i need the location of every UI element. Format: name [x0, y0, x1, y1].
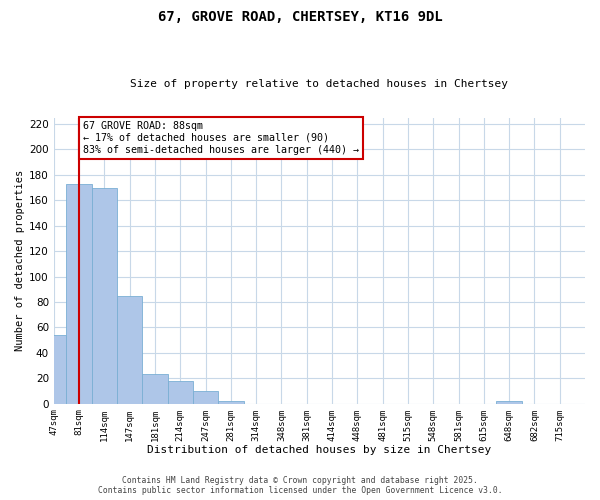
Text: Contains HM Land Registry data © Crown copyright and database right 2025.
Contai: Contains HM Land Registry data © Crown c… — [98, 476, 502, 495]
Text: 67, GROVE ROAD, CHERTSEY, KT16 9DL: 67, GROVE ROAD, CHERTSEY, KT16 9DL — [158, 10, 442, 24]
Bar — [193, 391, 218, 404]
Bar — [67, 184, 92, 404]
Bar — [142, 374, 167, 404]
Y-axis label: Number of detached properties: Number of detached properties — [15, 170, 25, 352]
Title: Size of property relative to detached houses in Chertsey: Size of property relative to detached ho… — [130, 79, 508, 89]
Bar — [167, 381, 193, 404]
Bar — [496, 401, 522, 404]
Bar — [41, 335, 67, 404]
Bar — [117, 296, 142, 404]
Bar — [92, 188, 117, 404]
Text: 67 GROVE ROAD: 88sqm
← 17% of detached houses are smaller (90)
83% of semi-detac: 67 GROVE ROAD: 88sqm ← 17% of detached h… — [83, 122, 359, 154]
Bar — [218, 401, 244, 404]
X-axis label: Distribution of detached houses by size in Chertsey: Distribution of detached houses by size … — [147, 445, 491, 455]
